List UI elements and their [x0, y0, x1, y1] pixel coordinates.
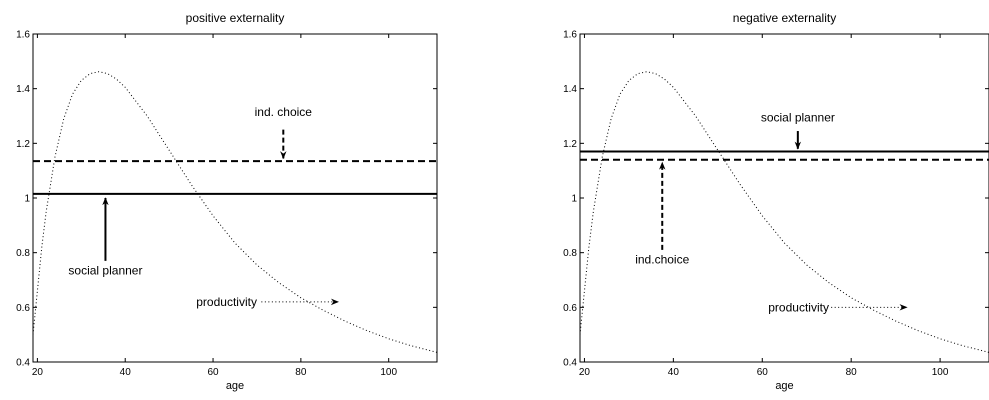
chart-title: negative externality [733, 11, 836, 25]
x-axis-label: age [775, 380, 793, 392]
x-axis-label: age [226, 380, 244, 392]
y-tick-label: 0.8 [563, 248, 577, 259]
y-tick-label: 0.6 [563, 303, 577, 314]
x-tick-label: 100 [380, 367, 397, 378]
x-tick-label: 20 [32, 367, 44, 378]
series-line-productivity [33, 71, 437, 353]
chart-left: positive externality 20 40 60 80 100 0.4 0.6 0.8… [16, 11, 438, 392]
y-tick-label: 1.4 [563, 84, 577, 95]
x-tick-label: 40 [668, 367, 680, 378]
y-tick-label: 1 [571, 194, 577, 205]
annotation-label: social planner [761, 110, 835, 124]
x-tick-label: 80 [295, 367, 307, 378]
chart-title: positive externality [186, 11, 285, 25]
x-tick-label: 40 [120, 367, 132, 378]
y-tick-label: 0.8 [16, 248, 30, 259]
annotation-label: productivity [768, 300, 829, 314]
y-tick-label: 1.2 [563, 139, 577, 150]
y-tick-label: 0.4 [563, 358, 577, 369]
series-group [33, 71, 437, 353]
x-tick-label: 20 [579, 367, 591, 378]
x-tick-label: 60 [757, 367, 769, 378]
x-tick-label: 80 [846, 367, 858, 378]
x-tick-label: 100 [932, 367, 949, 378]
y-tick-label: 1 [24, 194, 30, 205]
annotation-label: social planner [68, 263, 142, 277]
y-tick-label: 1.6 [563, 30, 577, 41]
chart-right: negative externality 20 40 60 80 100 0.4 0.6 0.8… [563, 11, 989, 392]
series-group [580, 71, 989, 353]
x-tick-label: 60 [207, 367, 219, 378]
y-tick-label: 1.4 [16, 84, 30, 95]
axes-frame [32, 33, 438, 363]
y-tick-label: 1.2 [16, 139, 30, 150]
y-tick-label: 0.4 [16, 358, 30, 369]
annotation-label: productivity [196, 295, 257, 309]
annotation-label: ind. choice [255, 105, 313, 119]
y-tick-label: 0.6 [16, 303, 30, 314]
y-tick-label: 1.6 [16, 30, 30, 41]
annotation-label: ind.choice [635, 253, 689, 267]
